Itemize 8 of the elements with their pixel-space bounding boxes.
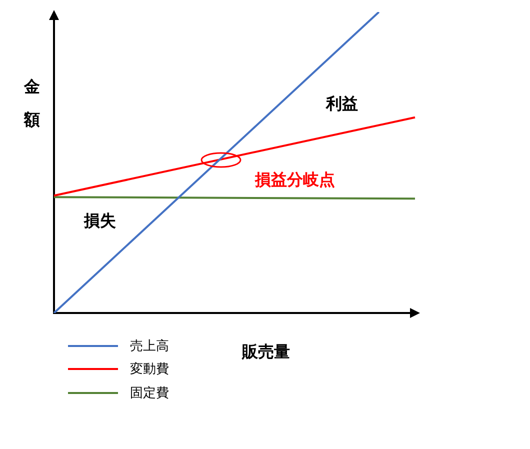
y-axis-title: 金額	[24, 76, 41, 131]
x-axis-title: 販売量	[242, 342, 290, 363]
legend-label: 売上高	[130, 338, 169, 355]
legend-label: 固定費	[130, 384, 169, 402]
annotation: 利益	[326, 94, 358, 115]
legend-label: 変動費	[130, 361, 169, 378]
annotation: 損失	[84, 211, 116, 232]
annotation: 損益分岐点	[255, 170, 335, 191]
